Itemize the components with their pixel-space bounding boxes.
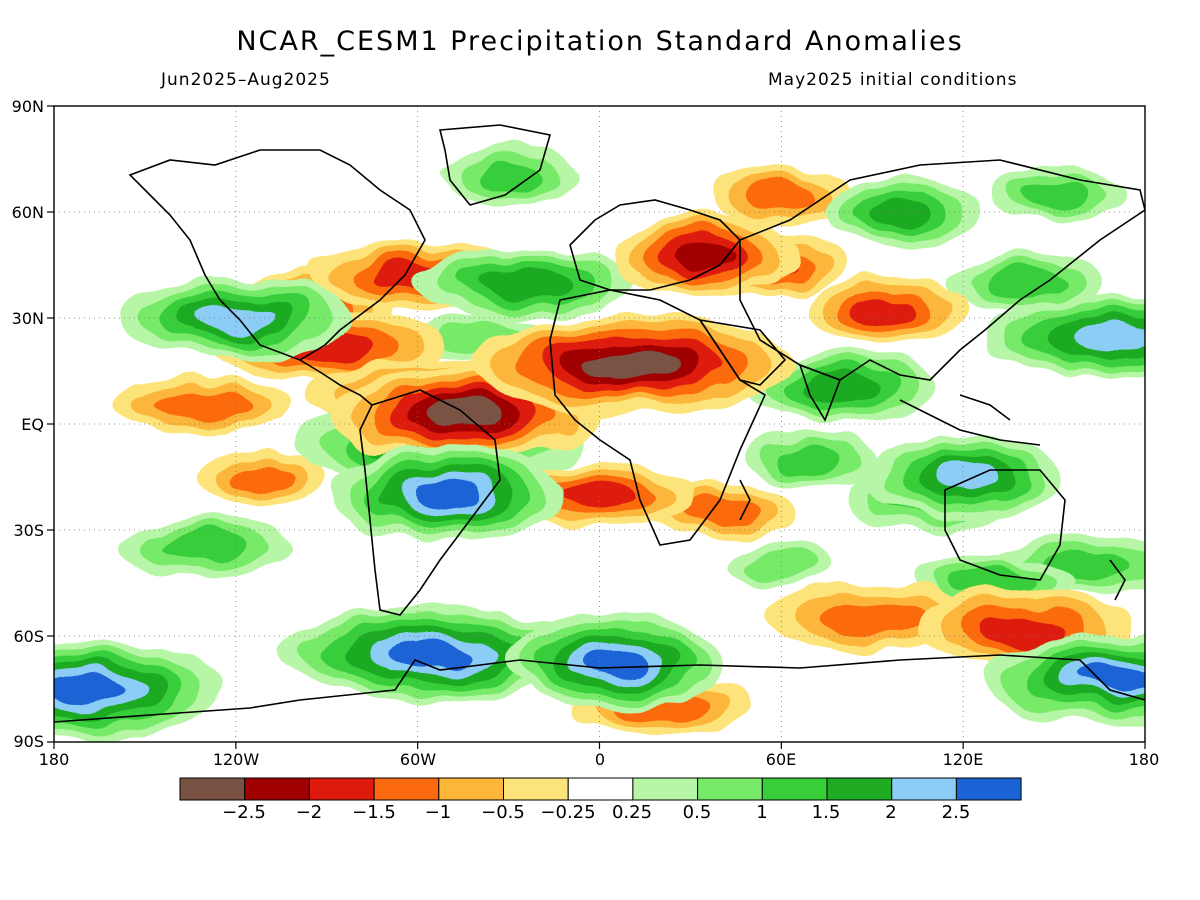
anomaly-contour xyxy=(673,240,738,269)
coastlines xyxy=(54,124,1145,723)
colorbar-swatch xyxy=(955,777,1022,801)
lon-label-180e: 180 xyxy=(1128,750,1160,769)
colorbar-swatch xyxy=(632,777,699,801)
anomaly-contour xyxy=(54,674,125,704)
lon-label-120e: 120E xyxy=(942,750,984,769)
lat-label-90n: 90N xyxy=(11,97,44,116)
colorbar-swatch xyxy=(179,777,246,801)
colorbar-label: −2 xyxy=(295,802,323,823)
lon-label-60e: 60E xyxy=(765,750,797,769)
anomaly-contour xyxy=(856,297,919,325)
anomaly-region xyxy=(120,276,352,360)
anomaly-region xyxy=(201,449,331,505)
anomaly-region xyxy=(120,517,291,579)
lon-label-180w: 180 xyxy=(38,750,70,769)
axis-ticks xyxy=(47,105,1146,749)
anomaly-contour xyxy=(415,480,481,509)
colorbar-label: 2 xyxy=(885,802,897,823)
anomaly-contour xyxy=(197,304,275,332)
anomaly-region xyxy=(865,434,1062,520)
anomaly-contour xyxy=(803,375,881,403)
anomaly-contour xyxy=(159,392,252,421)
lat-label-60s: 60S xyxy=(13,627,44,646)
anomaly-region xyxy=(441,147,576,206)
anomaly-contour xyxy=(233,463,299,491)
colorbar-label: −0.25 xyxy=(540,802,596,823)
anomaly-contour xyxy=(980,613,1068,645)
colorbar-label: −0.5 xyxy=(481,802,525,823)
anomaly-region xyxy=(276,606,589,701)
anomaly-contour xyxy=(474,162,543,192)
colorbar-swatch xyxy=(697,777,763,801)
anomaly-region xyxy=(411,248,636,317)
colorbar-swatch xyxy=(244,777,310,801)
colorbar-swatch xyxy=(438,777,504,801)
anomaly-contour xyxy=(583,647,646,675)
colorbar-label: 2.5 xyxy=(941,802,971,823)
lat-label-30n: 30N xyxy=(11,309,44,328)
anomaly-region xyxy=(711,163,852,225)
anomaly-contour xyxy=(1076,664,1145,692)
colorbar-label: −1 xyxy=(424,802,452,823)
anomaly-region xyxy=(469,315,790,413)
colorbar-swatch xyxy=(567,777,634,801)
anomaly-contour xyxy=(779,445,844,474)
lon-label-60w: 60W xyxy=(399,750,437,769)
anomaly-region xyxy=(730,543,832,588)
colorbar-label: −1.5 xyxy=(352,802,396,823)
anomaly-region xyxy=(333,445,563,545)
grid-lines xyxy=(54,106,1145,742)
anomaly-contour xyxy=(1021,180,1087,209)
anomaly-region xyxy=(809,276,966,345)
anomaly-region xyxy=(505,613,724,708)
anomaly-region xyxy=(982,631,1145,726)
colorbar-swatch xyxy=(308,777,375,801)
anomaly-contour xyxy=(478,269,569,297)
initial-conditions: May2025 initial conditions xyxy=(768,70,1018,90)
colorbar-label: 0.25 xyxy=(611,802,653,823)
anomaly-region xyxy=(945,254,1102,311)
lat-label-eq: EQ xyxy=(21,415,44,434)
colorbar-swatch xyxy=(503,777,569,801)
colorbar-swatch xyxy=(373,777,440,801)
anomaly-region xyxy=(747,431,877,488)
anomaly-contour xyxy=(984,268,1063,297)
colorbar-label: −2.5 xyxy=(222,802,266,823)
anomaly-contour xyxy=(747,550,815,580)
colorbar-swatch xyxy=(891,777,957,801)
anomaly-contour xyxy=(930,462,996,492)
colorbar-label: 0.5 xyxy=(682,802,712,823)
anomaly-contour xyxy=(746,179,817,210)
lat-label-60n: 60N xyxy=(11,203,44,222)
anomaly-region xyxy=(989,166,1119,223)
anomaly-region xyxy=(610,213,801,296)
lat-label-30s: 30S xyxy=(13,521,44,540)
lon-label-120w: 120W xyxy=(212,750,260,769)
map-title: NCAR_CESM1 Precipitation Standard Anomal… xyxy=(236,26,964,57)
anomaly-contour xyxy=(560,480,639,509)
colorbar-label: 1 xyxy=(756,802,768,823)
colorbar-swatch xyxy=(826,777,893,801)
lat-label-90s: 90S xyxy=(13,732,44,751)
forecast-period: Jun2025–Aug2025 xyxy=(161,70,331,90)
anomaly-field xyxy=(54,147,1145,739)
anomaly-contour xyxy=(871,198,934,226)
colorbar-label: 1.5 xyxy=(811,802,841,823)
lon-label-0: 0 xyxy=(594,750,606,769)
colorbar-swatch xyxy=(761,777,828,801)
anomaly-region xyxy=(824,178,981,246)
anomaly-region xyxy=(113,378,298,435)
anomaly-contour xyxy=(1070,322,1145,349)
anomaly-region xyxy=(982,295,1145,376)
anomaly-contour xyxy=(163,532,249,563)
anomaly-contour xyxy=(818,601,927,635)
anomaly-contour xyxy=(388,640,478,668)
anomaly-contour xyxy=(584,350,676,378)
anomaly-region xyxy=(54,639,224,739)
colorbar xyxy=(179,777,1022,801)
